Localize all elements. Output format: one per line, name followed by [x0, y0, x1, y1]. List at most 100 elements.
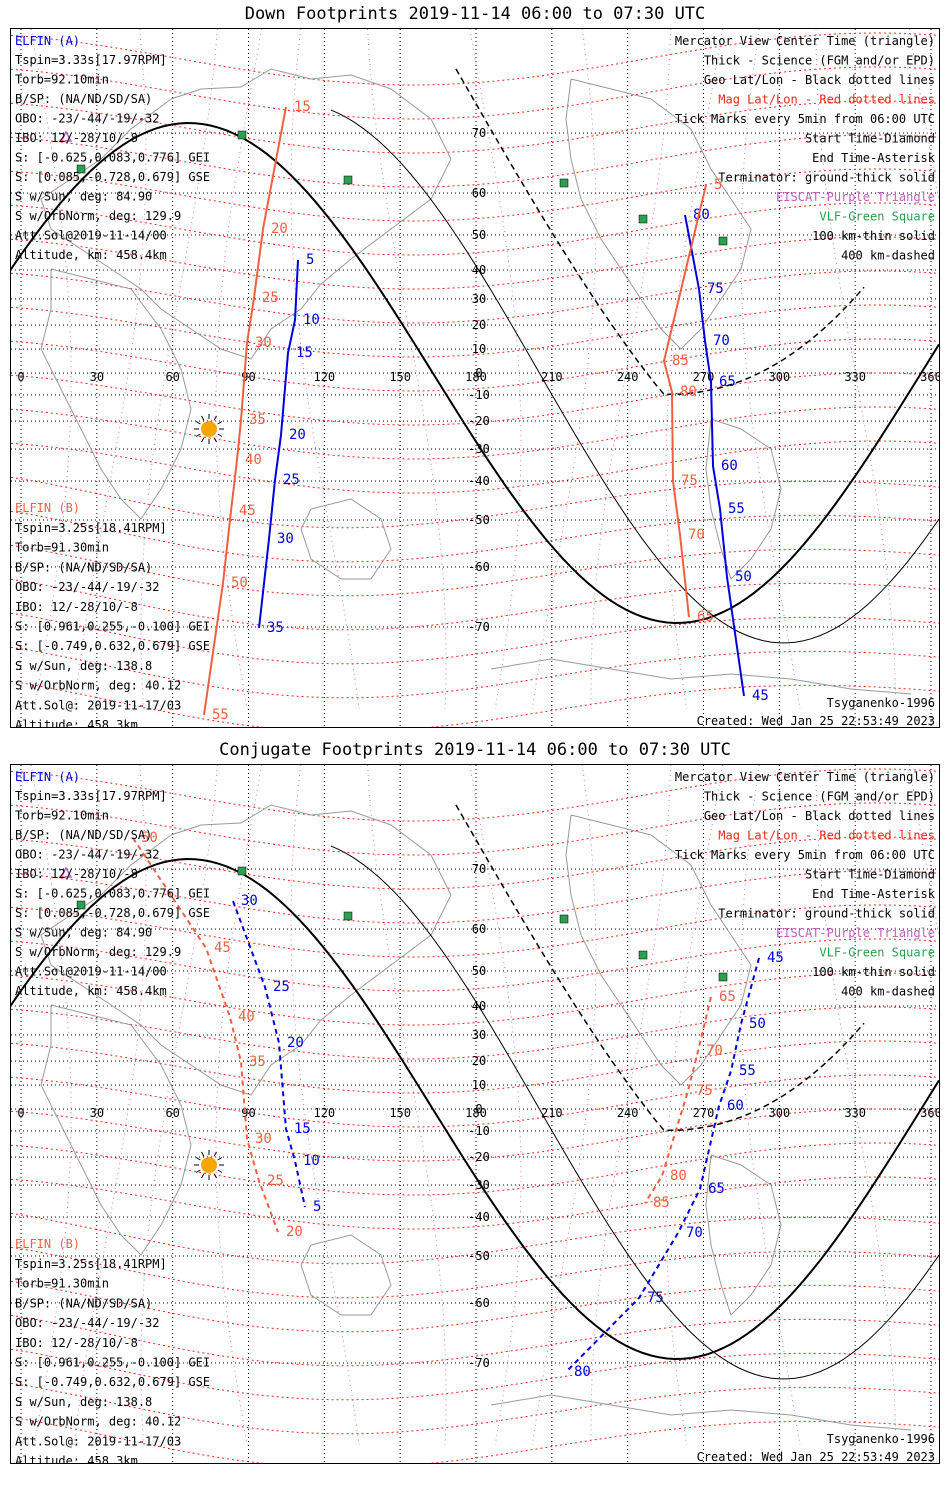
track-tick-label: 70	[686, 1225, 703, 1241]
mag-lat-line	[11, 768, 939, 822]
lon-tick-label: 120	[313, 1106, 335, 1120]
mag-lat-line	[11, 680, 939, 727]
conjugate-map-svg: 0 30 60 90 120 150 180 210 240 270 300 330 360706050…	[11, 765, 939, 1463]
lon-tick-label: 0	[17, 370, 24, 384]
down-footprints-map: 0 30 60 90 120 150 180 210 240 270 300 330 360 70 60 50…	[10, 28, 940, 728]
coastline	[565, 814, 752, 1086]
track-tick-label: 60	[721, 458, 738, 474]
legend-line: Mercator View Center Time (triangle)	[675, 770, 935, 784]
track-tick-label: 35	[249, 412, 266, 428]
mag-lat-line	[11, 66, 939, 120]
track-tick-label: 50	[735, 569, 752, 585]
elfin-b-info-line: OBO: -23/-44/-19/-32	[15, 1316, 160, 1330]
mag-lat-line	[11, 1314, 939, 1367]
elfin-b-label: ELFIN (B)	[15, 501, 80, 515]
track-tick-label: 30	[241, 893, 258, 909]
terminator-100km	[330, 845, 939, 1380]
track-tick-label: 25	[283, 472, 300, 488]
mag-lon-line	[30, 765, 72, 1446]
lon-tick-label: 240	[617, 370, 639, 384]
lon-tick-label: 120	[313, 370, 335, 384]
mag-lat-line	[11, 802, 939, 856]
track-tick-label: 45	[239, 503, 256, 519]
mag-lat-line	[11, 1348, 939, 1401]
mag-lat-line	[11, 1108, 939, 1162]
eiscat-purple-triangle	[59, 130, 73, 142]
mag-lat-line	[11, 1212, 939, 1265]
lat-tick-label: 60	[472, 186, 486, 200]
elfin-a-info-line: OBO: -23/-44/-19/-32	[15, 112, 160, 126]
lat-tick-label: -20	[468, 1150, 490, 1164]
elfin-b-info-line: Tspin=3.25s[18.41RPM]	[15, 521, 167, 535]
vlf-green-square	[559, 914, 569, 924]
elfin-a-label: ELFIN (A)	[15, 770, 80, 784]
track-tick-label: 5	[313, 1199, 321, 1215]
lat-tick-label: 0	[475, 1102, 482, 1116]
mag-lat-line	[11, 972, 939, 1026]
terminator-100km	[330, 109, 939, 644]
mag-lon-line	[290, 765, 360, 1446]
terminator-400km	[455, 68, 865, 396]
track-tick-label: 70	[713, 333, 730, 349]
mag-lat-line	[11, 1416, 939, 1463]
coastline	[40, 804, 452, 1096]
elfin-b-info-line: S: [-0.749,0.632,0.679] GSE	[15, 1375, 210, 1389]
created-label: Created: Wed Jan 25 22:53:49 2023	[697, 714, 935, 727]
lat-tick-label: 60	[472, 922, 486, 936]
mag-lat-line	[11, 1074, 939, 1128]
mag-lat-line	[11, 304, 939, 358]
elfin-b-track	[644, 996, 712, 1204]
elfin-a-info-line: Altitude, km: 458.4km	[15, 248, 167, 262]
elfin-a-track	[684, 214, 745, 697]
legend-line: Terminator: ground-thick solid	[718, 171, 935, 185]
elfin-a-info-line: B/SP: (NA/ND/SD/SA)	[15, 92, 152, 106]
elfin-b-track	[662, 184, 707, 618]
lat-tick-label: -50	[468, 1249, 490, 1263]
track-tick-label: 20	[271, 221, 288, 237]
mag-lat-line	[11, 1040, 939, 1094]
legend-line: VLF-Green Square	[819, 210, 935, 224]
track-tick-label: 45	[767, 950, 784, 966]
coastline	[300, 498, 392, 580]
elfin-a-info-line: S w/OrbNorm, deg: 129.9	[15, 945, 181, 959]
lat-tick-label: 50	[472, 228, 486, 242]
track-tick-label: 20	[289, 427, 306, 443]
coastline	[40, 68, 452, 360]
legend-line: 100 km-thin solid	[812, 965, 935, 979]
mag-lat-line	[11, 938, 939, 992]
terminator-400km	[455, 804, 865, 1132]
track-tick-label: 75	[681, 473, 698, 489]
legend-line: Mag Lat/Lon - Red dotted lines	[718, 93, 935, 107]
elfin-a-info-line: Att.Sol@2019-11-14/00	[15, 229, 167, 243]
mag-lat-line	[11, 476, 939, 529]
legend-line: Terminator: ground-thick solid	[718, 907, 935, 921]
track-tick-label: 35	[267, 620, 284, 636]
elfin-b-info-line: Tspin=3.25s[18.41RPM]	[15, 1257, 167, 1271]
mag-lat-line	[11, 168, 939, 222]
track-tick-label: 70	[688, 527, 705, 543]
track-tick-label: 35	[249, 1054, 266, 1070]
mag-lat-line	[11, 134, 939, 188]
track-tick-label: 15	[296, 345, 313, 361]
mag-lat-line	[11, 1176, 939, 1230]
lon-tick-label: 30	[90, 370, 104, 384]
elfin-a-info-line: Att.Sol@2019-11-14/00	[15, 965, 167, 979]
mag-lon-line	[215, 29, 263, 710]
mag-lat-line	[11, 202, 939, 256]
lat-tick-label: 40	[472, 263, 486, 277]
vlf-green-square	[638, 214, 648, 224]
mag-lon-line	[469, 29, 522, 710]
lat-tick-label: -50	[468, 513, 490, 527]
elfin-b-info-line: Torb=91.30min	[15, 1277, 109, 1291]
vlf-green-square	[237, 130, 247, 140]
elfin-b-info-line: S: [0.961,0.255,-0.100] GEI	[15, 620, 210, 634]
lon-tick-label: 180	[465, 370, 487, 384]
mag-lat-line	[11, 270, 939, 324]
track-tick-label: 30	[255, 1131, 272, 1147]
vlf-green-square	[237, 866, 247, 876]
lon-tick-label: 270	[693, 1106, 715, 1120]
mag-lon-line	[290, 29, 360, 710]
track-tick-label: 45	[752, 688, 769, 704]
elfin-a-info-line: Tspin=3.33s[17.97RPM]	[15, 789, 167, 803]
lon-tick-label: 180	[465, 1106, 487, 1120]
